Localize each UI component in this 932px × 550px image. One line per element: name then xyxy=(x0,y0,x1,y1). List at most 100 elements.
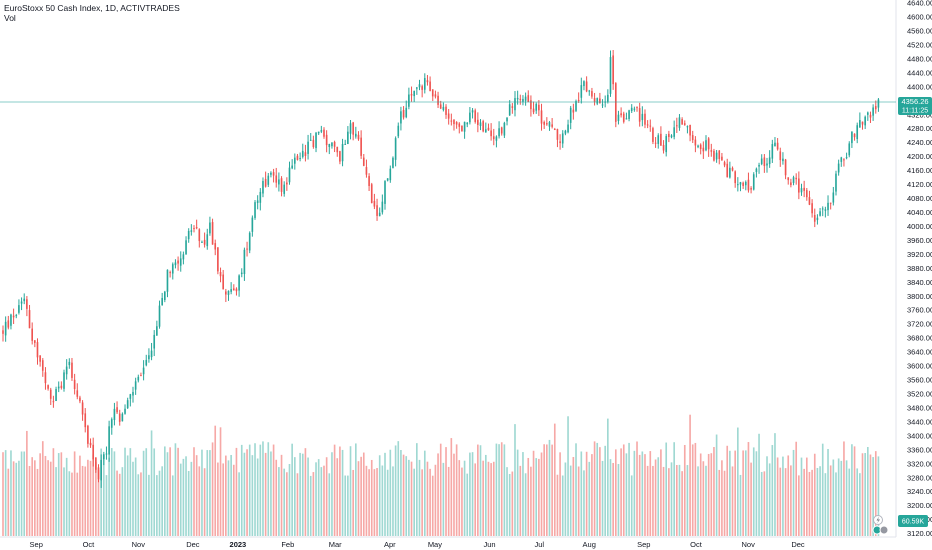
y-tick-label: 4520.00 xyxy=(907,40,932,49)
volume-bar xyxy=(230,454,232,536)
candle-body xyxy=(381,201,384,213)
candle-body xyxy=(278,179,280,185)
candle-body xyxy=(471,110,474,113)
candle-body xyxy=(511,106,514,108)
candle-body xyxy=(177,260,179,264)
y-tick-label: 4120.00 xyxy=(907,180,932,189)
candle-body xyxy=(333,141,336,147)
candle-body xyxy=(55,389,57,401)
candle-body xyxy=(697,145,699,148)
volume-bar xyxy=(660,449,662,536)
volume-bar xyxy=(572,457,575,536)
candle-body xyxy=(795,177,798,180)
volume-bar xyxy=(453,453,455,536)
volume-bar xyxy=(750,462,752,536)
candle-body xyxy=(169,272,171,274)
volume-bar xyxy=(527,457,530,536)
candle-body xyxy=(729,167,731,178)
candle-body xyxy=(416,87,418,89)
volume-bar xyxy=(450,438,453,536)
volume-bar xyxy=(108,457,110,536)
candle-body xyxy=(668,133,670,137)
volume-bar xyxy=(164,446,166,536)
volume-bar xyxy=(63,467,65,536)
x-tick-label: Aug xyxy=(583,540,596,549)
candle-body xyxy=(737,184,739,186)
x-tick-label: 2023 xyxy=(230,540,247,549)
x-tick-label: May xyxy=(428,540,442,549)
volume-bar xyxy=(264,452,267,536)
volume-bar xyxy=(195,455,198,536)
candle-body xyxy=(723,162,726,166)
candle-body xyxy=(561,133,564,144)
volume-bar xyxy=(134,457,137,536)
candle-body xyxy=(232,288,235,291)
candle-body xyxy=(198,229,201,242)
volume-bar xyxy=(137,474,140,536)
volume-label[interactable]: Vol xyxy=(4,13,16,23)
volume-bar xyxy=(641,451,644,536)
candle-body xyxy=(293,157,296,164)
y-tick-label: 4600.00 xyxy=(907,13,932,22)
candle-body xyxy=(816,217,819,221)
volume-bar xyxy=(471,452,474,536)
candle-body xyxy=(458,123,461,127)
candle-body xyxy=(384,181,386,204)
candle-body xyxy=(275,175,278,183)
candle-body xyxy=(288,167,291,183)
volume-bar xyxy=(317,459,320,536)
candle-body xyxy=(341,144,344,162)
volume-bar xyxy=(185,456,187,536)
y-tick-label: 4200.00 xyxy=(907,152,932,161)
candle-body xyxy=(453,119,455,125)
volume-bar xyxy=(516,449,519,536)
candle-body xyxy=(591,91,593,97)
volume-bar xyxy=(368,469,370,536)
earnings-icon xyxy=(879,525,889,535)
candle-body xyxy=(108,426,110,455)
volume-bar xyxy=(853,446,856,536)
candle-body xyxy=(784,159,787,176)
candle-body xyxy=(15,315,18,317)
candle-body xyxy=(299,158,301,160)
candle-body xyxy=(219,271,222,277)
candle-body xyxy=(630,107,633,111)
candle-body xyxy=(95,457,97,470)
candle-body xyxy=(636,107,638,109)
candle-body xyxy=(47,385,49,389)
candle-body xyxy=(670,135,673,138)
candle-body xyxy=(217,247,219,272)
volume-bar xyxy=(524,473,527,536)
candle-body xyxy=(805,190,808,198)
candle-body xyxy=(360,137,362,156)
candle-body xyxy=(837,163,840,173)
candle-body xyxy=(79,397,81,402)
y-tick-label: 3920.00 xyxy=(907,250,932,259)
candle-body xyxy=(500,127,503,134)
candle-body xyxy=(535,103,538,111)
volume-bar xyxy=(315,462,317,536)
volume-bar xyxy=(92,454,95,536)
candle-body xyxy=(705,140,707,151)
candle-body xyxy=(158,305,161,327)
volume-bar xyxy=(397,441,400,536)
volume-bar xyxy=(827,448,829,536)
volume-bar xyxy=(792,449,795,536)
volume-bar xyxy=(742,450,744,536)
volume-bar xyxy=(546,444,548,536)
x-tick-label: Dec xyxy=(791,540,805,549)
volume-bar xyxy=(675,465,678,536)
symbol-title[interactable]: EuroStoxx 50 Cash Index, 1D, ACTIVTRADES xyxy=(4,3,180,13)
candle-body xyxy=(251,217,254,232)
candle-body xyxy=(848,143,851,156)
candle-body xyxy=(442,106,445,110)
candle-body xyxy=(76,390,79,397)
volume-bar xyxy=(309,475,312,536)
volume-bar xyxy=(495,443,498,536)
candle-body xyxy=(2,330,4,334)
volume-bar xyxy=(413,468,415,536)
volume-bar xyxy=(784,468,787,536)
y-tick-label: 3760.00 xyxy=(907,306,932,315)
candle-body xyxy=(296,155,299,160)
